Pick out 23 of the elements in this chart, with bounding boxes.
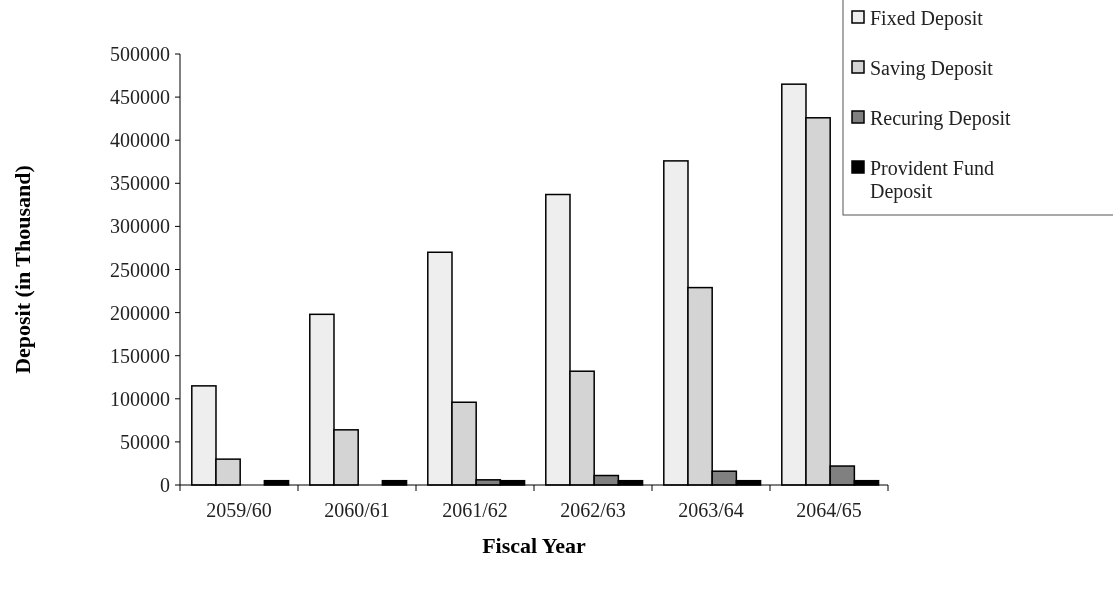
x-tick-label: 2061/62 xyxy=(442,499,508,521)
y-axis-title: Deposit (in Thousand) xyxy=(10,165,35,374)
y-tick-label: 350000 xyxy=(110,172,170,195)
legend-label: Saving Deposit xyxy=(870,57,994,80)
y-tick-label: 50000 xyxy=(120,430,170,453)
y-tick-label: 200000 xyxy=(110,301,170,324)
x-tick-label: 2064/65 xyxy=(796,499,862,521)
y-tick-label: 0 xyxy=(160,474,170,496)
y-tick-label: 500000 xyxy=(110,43,170,65)
x-tick-label: 2063/64 xyxy=(678,499,744,521)
legend-label: Fixed Deposit xyxy=(870,7,984,30)
y-tick-label: 300000 xyxy=(110,215,170,238)
y-tick-label: 450000 xyxy=(110,86,170,109)
x-tick-label: 2060/61 xyxy=(324,499,390,521)
y-tick-label: 400000 xyxy=(110,129,170,152)
x-tick-label: 2059/60 xyxy=(206,499,272,521)
legend-label: Recuring Deposit xyxy=(870,107,1011,130)
y-tick-label: 100000 xyxy=(110,387,170,410)
legend-label: Provident Fund Deposit xyxy=(870,157,994,203)
y-tick-label: 150000 xyxy=(110,344,170,367)
x-tick-label: 2062/63 xyxy=(560,499,626,521)
y-tick-label: 250000 xyxy=(110,258,170,281)
x-axis-title: Fiscal Year xyxy=(482,533,587,558)
